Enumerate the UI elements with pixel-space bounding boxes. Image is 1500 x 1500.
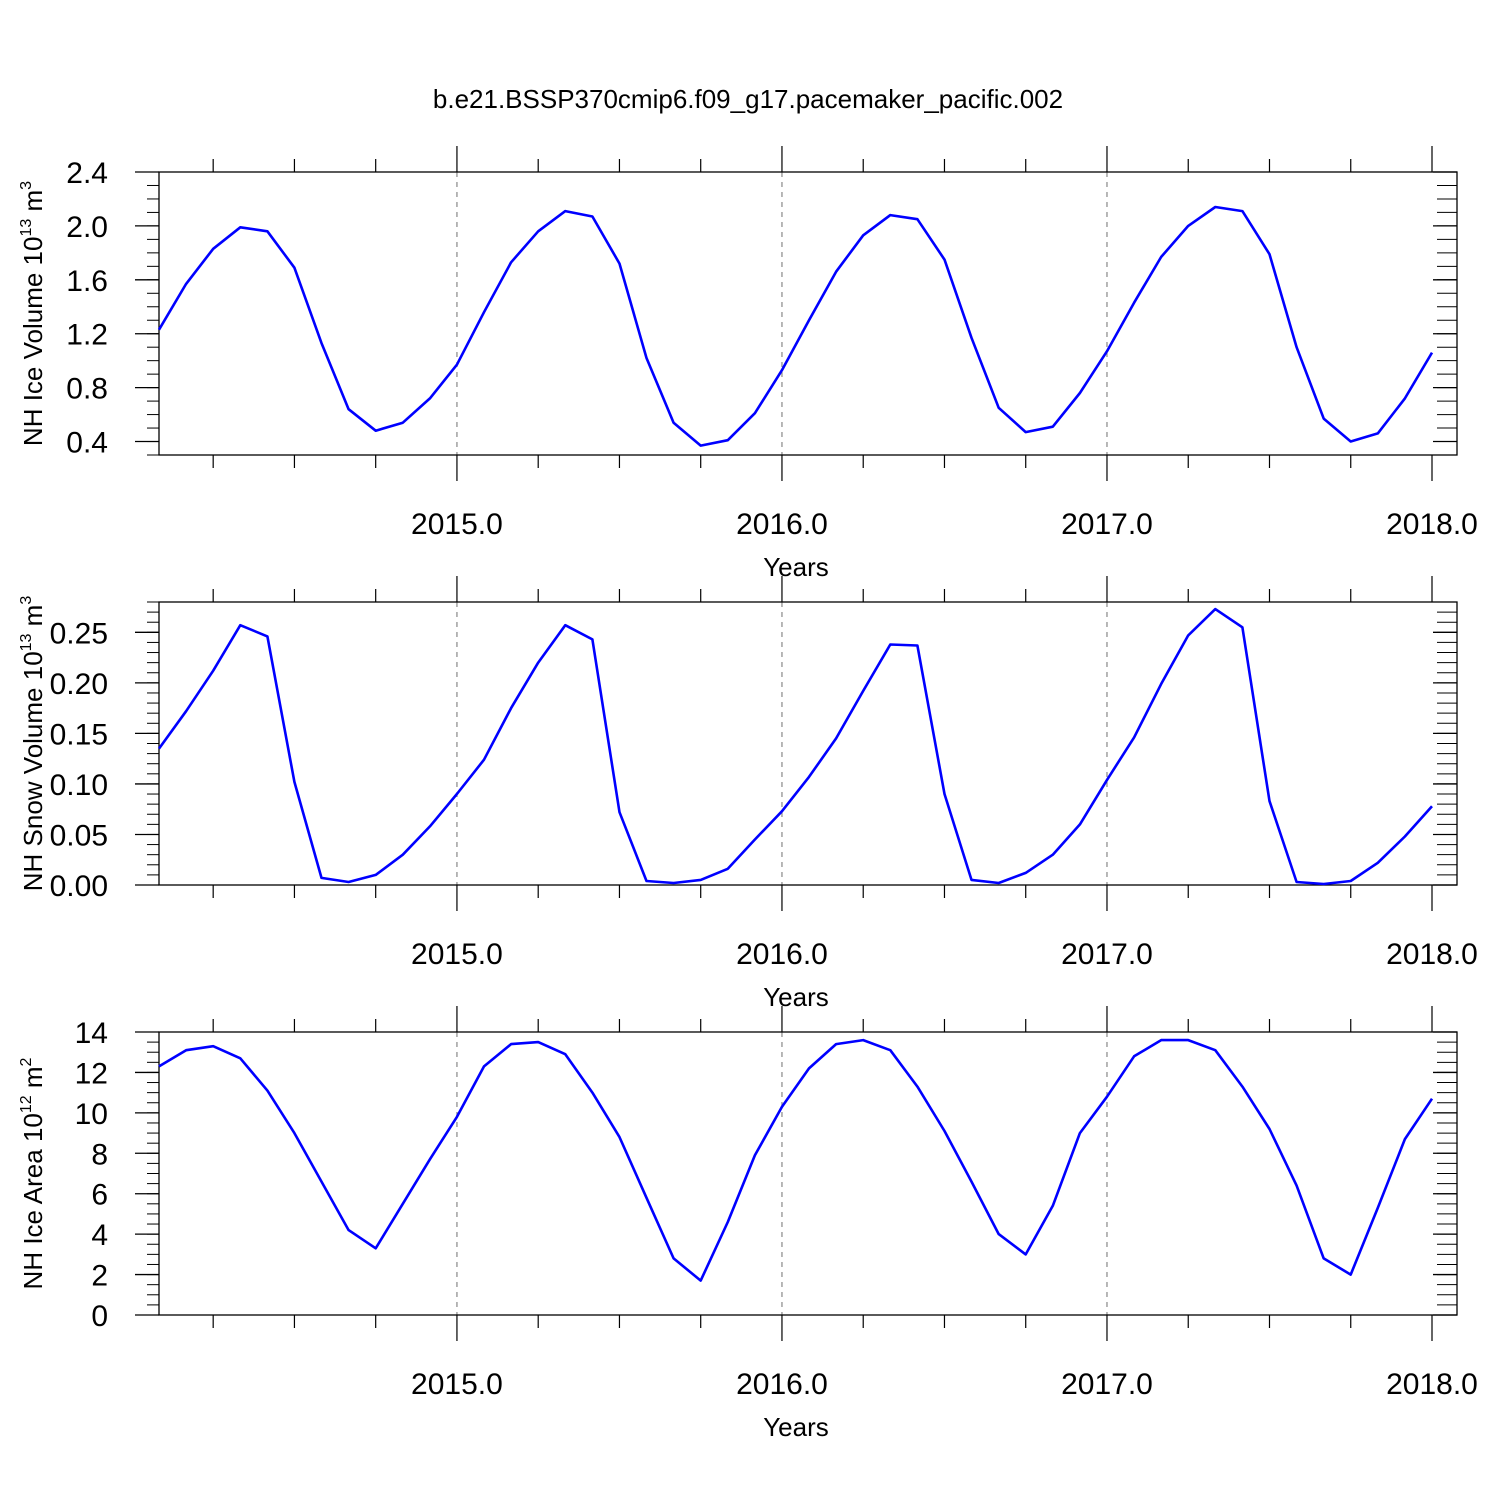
- series-line: [157, 607, 1433, 886]
- plot-frame: [158, 171, 1458, 456]
- y-tick-label: 0.20: [50, 668, 108, 701]
- x-tick-label: 2015.0: [411, 1368, 503, 1401]
- y-tick-label: 1.2: [66, 319, 108, 352]
- x-tick-label: 2015.0: [411, 508, 503, 541]
- y-tick-label: 0: [91, 1300, 108, 1333]
- y-tick-label: 14: [75, 1017, 108, 1050]
- y-tick-label: 1.6: [66, 265, 108, 298]
- plot-frame: [158, 601, 1458, 886]
- x-tick-label: 2017.0: [1061, 938, 1153, 971]
- y-axis-label: NH Snow Volume 1013 m3: [18, 596, 48, 892]
- x-tick-label: 2016.0: [736, 938, 828, 971]
- series-line: [157, 205, 1434, 447]
- figure-title: b.e21.BSSP370cmip6.f09_g17.pacemaker_pac…: [433, 84, 1063, 114]
- panel-1: 2015.0 2016.0 2017.0 2018.0 Years 0.4 0.8 1.2 1.…: [18, 146, 1478, 582]
- y-tick-label: 0.25: [50, 617, 108, 650]
- x-tick-label: 2016.0: [736, 508, 828, 541]
- x-axis-label: Years: [763, 982, 829, 1012]
- x-tick-label: 2018.0: [1386, 1368, 1478, 1401]
- x-tick-label: 2015.0: [411, 938, 503, 971]
- y-axis-label: NH Ice Volume 1013 m3: [18, 181, 48, 446]
- x-axis-label: Years: [763, 1412, 829, 1442]
- y-tick-label: 12: [75, 1057, 108, 1090]
- panel-2: 2015.0 2016.0 2017.0 2018.0 Years 0.00 0.05 0.1…: [18, 576, 1478, 1012]
- y-tick-label: 0.15: [50, 718, 108, 751]
- y-tick-label: 2.0: [66, 211, 108, 244]
- series-line: [158, 1038, 1434, 1282]
- y-tick-label: 10: [75, 1098, 108, 1131]
- x-tick-label: 2018.0: [1386, 508, 1478, 541]
- x-tick-label: 2016.0: [736, 1368, 828, 1401]
- panels: 2015.0 2016.0 2017.0 2018.0 Years 0.4 0.8 1.2 1.…: [18, 146, 1478, 1442]
- y-axis-label: NH Ice Area 1012 m2: [18, 1057, 48, 1289]
- x-tick-label: 2017.0: [1061, 1368, 1153, 1401]
- y-tick-label: 8: [91, 1138, 108, 1171]
- y-tick-label: 0.8: [66, 373, 108, 406]
- y-tick-label: 2.4: [66, 157, 108, 190]
- x-axis-label: Years: [763, 552, 829, 582]
- y-tick-label: 0.4: [66, 427, 108, 460]
- panel-3: 2015.0 2016.0 2017.0 2018.0 Years 0 2 4 6 8 10 12 14…: [18, 1006, 1478, 1442]
- y-tick-label: 0.10: [50, 769, 108, 802]
- plot-frame: [158, 1031, 1458, 1316]
- y-tick-label: 0.05: [50, 819, 108, 852]
- y-tick-label: 2: [91, 1260, 108, 1293]
- x-tick-label: 2017.0: [1061, 508, 1153, 541]
- y-tick-label: 6: [91, 1179, 108, 1212]
- y-tick-label: 4: [91, 1219, 108, 1252]
- y-tick-label: 0.00: [50, 870, 108, 903]
- x-tick-label: 2018.0: [1386, 938, 1478, 971]
